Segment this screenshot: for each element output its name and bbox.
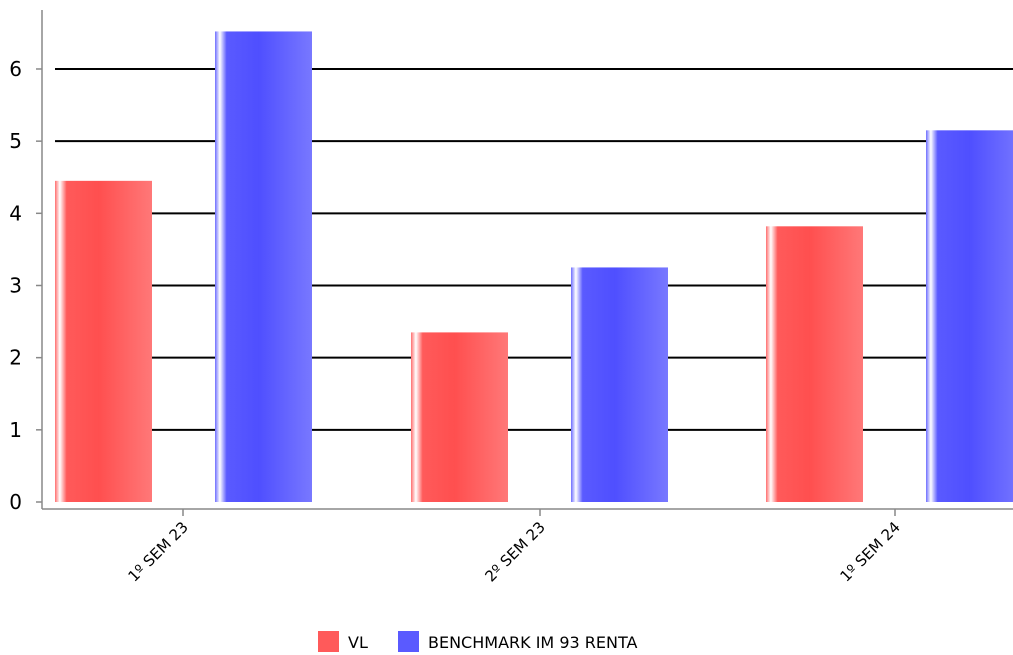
gridlines [55,67,1013,431]
x-tick-label: 1º SEM 23 [125,518,192,585]
y-tick-label: 1 [9,418,22,442]
axes [41,10,1013,510]
bar-vl-2 [766,226,863,502]
legend-label-0: VL [348,633,368,652]
y-tick-label: 5 [9,129,22,153]
y-tick-labels: 0 1 2 3 4 5 6 [9,57,42,514]
bars [55,31,1013,502]
legend: VL BENCHMARK IM 93 RENTA [318,631,637,652]
y-tick-label: 2 [9,346,22,370]
bar-benchmark-1 [571,267,668,502]
bar-benchmark-2 [926,130,1013,502]
legend-label-1: BENCHMARK IM 93 RENTA [428,633,637,652]
legend-swatch-0 [318,631,339,652]
y-tick-label: 4 [9,201,22,225]
x-tick-label: 2º SEM 23 [482,518,549,585]
bar-benchmark-0 [215,31,312,502]
x-tick-labels: 1º SEM 23 2º SEM 23 1º SEM 24 [125,509,904,585]
x-tick-label: 1º SEM 24 [837,518,904,585]
y-tick-label: 0 [9,490,22,514]
legend-swatch-1 [398,631,419,652]
y-tick-label: 6 [9,57,22,81]
bar-vl-1 [411,332,508,502]
y-tick-label: 3 [9,273,22,297]
bar-vl-0 [55,180,152,502]
